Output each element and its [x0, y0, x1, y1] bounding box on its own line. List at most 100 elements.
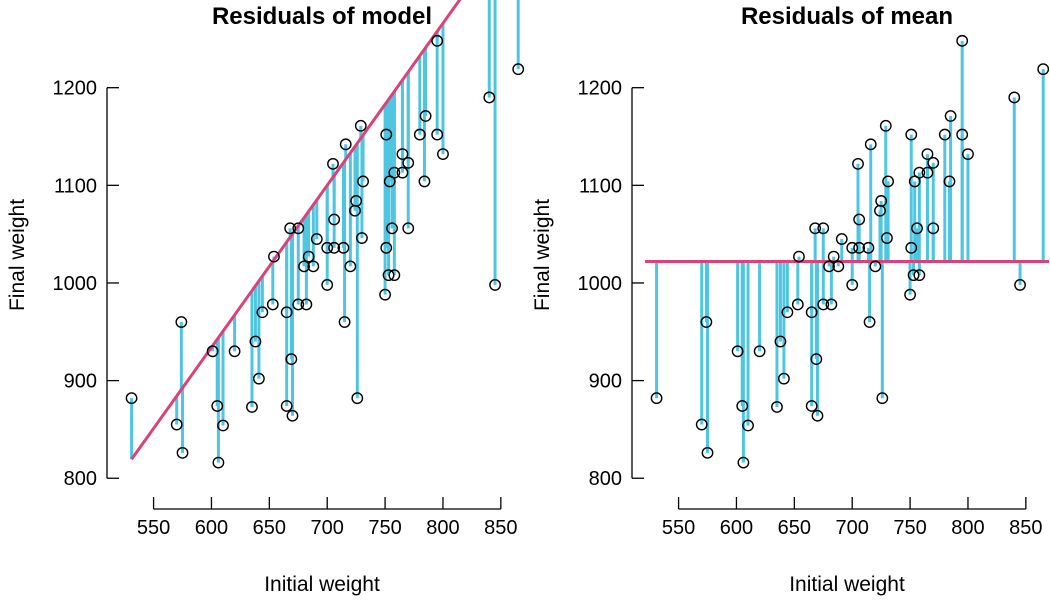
data-point [810, 353, 823, 366]
data-point [701, 446, 714, 459]
data-point [882, 175, 894, 188]
data-point [853, 213, 866, 226]
x-tick-label: 700 [836, 517, 869, 539]
data-point [396, 148, 409, 160]
data-point [382, 269, 395, 282]
data-point [350, 195, 363, 207]
y-axis: 800 900 1000 1100 1200 [53, 78, 119, 490]
data-point [337, 241, 350, 254]
data-point [846, 279, 859, 291]
data-point [736, 400, 749, 412]
data-point [413, 128, 426, 141]
data-point [280, 306, 293, 319]
data-point [176, 446, 189, 459]
data-point [388, 269, 401, 282]
x-tick-label: 550 [662, 517, 695, 539]
y-tick-label: 1000 [53, 273, 98, 295]
data-point [351, 392, 364, 405]
data-point [817, 222, 830, 235]
data-point [228, 345, 241, 358]
data-point [217, 419, 229, 432]
data-point [921, 148, 934, 160]
residual-segments [130, 0, 520, 463]
data-point [285, 353, 298, 366]
data-point [832, 260, 845, 273]
data-point [170, 418, 183, 431]
panel-residuals-of-mean: Residuals of mean 550 600 650 700 750 800 850 … [531, 3, 1050, 596]
data-point [211, 400, 224, 412]
data-point [771, 401, 783, 413]
data-point [402, 222, 415, 235]
x-tick-label: 550 [137, 517, 170, 539]
x-tick-label: 850 [1009, 517, 1042, 539]
data-point [853, 241, 866, 254]
data-point [354, 119, 367, 132]
data-point [249, 335, 262, 348]
data-point [125, 392, 138, 405]
data-point [650, 392, 663, 405]
data-point [328, 213, 341, 226]
data-point [292, 222, 305, 235]
data-point [825, 298, 838, 311]
data-point [753, 345, 766, 358]
data-point [781, 306, 794, 319]
data-point [489, 279, 501, 291]
data-point [338, 316, 351, 328]
data-point [846, 241, 859, 254]
data-point [823, 260, 835, 273]
x-tick-label: 700 [311, 517, 344, 539]
data-point [927, 156, 940, 169]
y-tick-label: 1100 [579, 175, 622, 197]
chart-title: Residuals of model [212, 3, 432, 30]
y-axis: 800 900 1000 1100 1200 [578, 78, 644, 490]
data-point [835, 233, 848, 245]
y-tick-label: 1200 [53, 78, 98, 100]
data-point [328, 241, 341, 254]
data-point [817, 298, 830, 311]
data-point [778, 372, 790, 385]
data-point [175, 316, 188, 328]
chart-title: Residuals of mean [741, 3, 953, 30]
data-point [246, 401, 258, 413]
data-point [307, 260, 320, 273]
y-tick-label: 1200 [578, 78, 623, 100]
data-point [1014, 279, 1026, 291]
x-tick-label: 650 [253, 517, 286, 539]
data-point [911, 222, 923, 235]
data-point [809, 222, 822, 235]
data-point [356, 232, 368, 244]
data-point [927, 222, 940, 235]
y-tick-label: 1100 [54, 175, 97, 197]
data-point [805, 400, 818, 412]
residual-segments [655, 40, 1045, 463]
regression-line [130, 0, 462, 461]
data-point [875, 195, 888, 207]
data-point [862, 241, 875, 254]
data-point [512, 63, 525, 76]
data-point [876, 392, 889, 405]
data-point [431, 34, 444, 47]
data-point [286, 409, 299, 422]
data-point [944, 110, 957, 122]
data-point [938, 128, 951, 141]
data-point [805, 306, 818, 319]
data-point [742, 419, 754, 432]
y-tick-label: 800 [64, 468, 97, 490]
data-point [253, 372, 265, 385]
data-point [905, 128, 918, 141]
data-point [310, 233, 323, 245]
data-points [125, 34, 525, 469]
x-tick-label: 750 [368, 517, 401, 539]
data-point [380, 241, 393, 254]
data-point [388, 166, 401, 179]
data-point [402, 156, 415, 169]
data-point [344, 260, 357, 273]
x-axis-label: Initial weight [264, 573, 380, 596]
y-axis-label: Final weight [6, 199, 29, 311]
y-tick-label: 800 [589, 468, 622, 490]
data-point [904, 288, 916, 301]
data-point [396, 166, 409, 179]
data-point [386, 222, 398, 235]
data-point [913, 166, 926, 179]
x-tick-label: 650 [778, 517, 811, 539]
